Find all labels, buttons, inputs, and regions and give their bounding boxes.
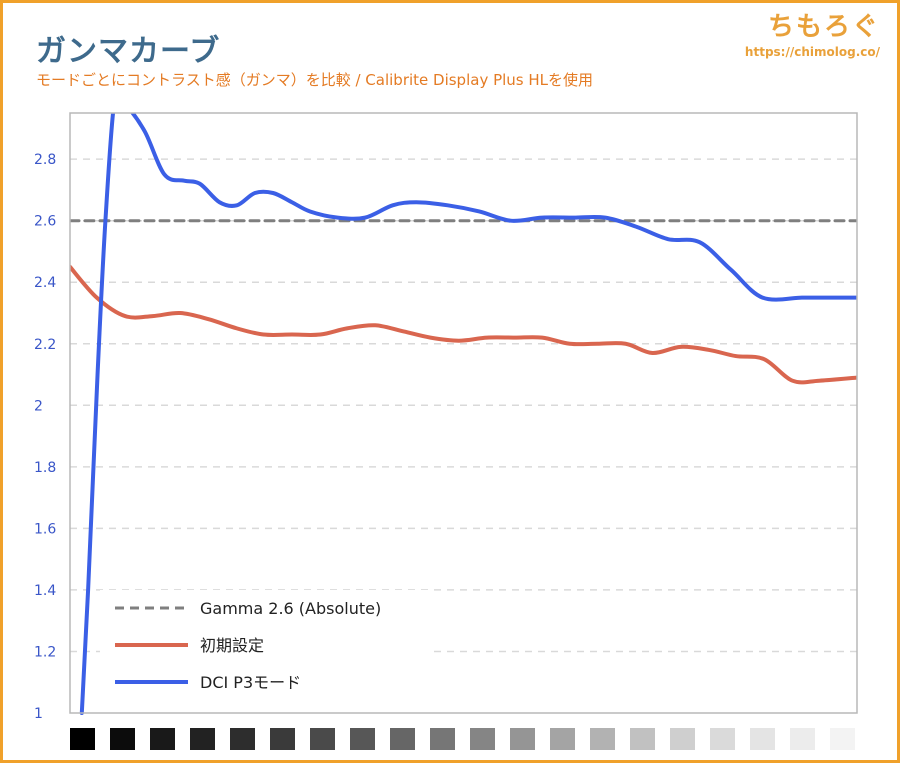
gray-swatch [270,728,295,750]
legend: Gamma 2.6 (Absolute) 初期設定 DCI P3モード [100,590,430,705]
gray-swatch [630,728,655,750]
gray-swatch [550,728,575,750]
series-line-2 [70,264,857,385]
legend-box [100,590,430,705]
gray-swatch [470,728,495,750]
y-tick-label: 1 [34,706,43,722]
gray-swatch [310,728,335,750]
gray-swatch [230,728,255,750]
y-tick-label: 1.6 [34,521,56,537]
gray-swatch [150,728,175,750]
legend-label: 初期設定 [200,636,264,655]
plot-border [69,112,858,714]
brand-logo: ちもろぐ https://chimolog.co/ [745,6,880,59]
gray-swatch [750,728,775,750]
series-line-3 [79,113,857,715]
grayscale-swatches [70,728,855,750]
y-tick-label: 1.4 [34,583,56,599]
gray-swatch [190,728,215,750]
y-tick-label: 2.4 [34,275,56,291]
chart-subtitle: モードごとにコントラスト感（ガンマ）を比較 / Calibrite Displa… [36,71,594,89]
grid-lines [70,158,857,653]
legend-label: Gamma 2.6 (Absolute) [200,599,381,618]
gray-swatch [510,728,535,750]
gray-swatch [710,728,735,750]
gray-swatch [350,728,375,750]
gray-swatch [790,728,815,750]
gray-swatch [110,728,135,750]
gray-swatch [390,728,415,750]
gray-swatch [70,728,95,750]
y-tick-label: 1.2 [34,644,56,660]
y-tick-label: 1.8 [34,460,56,476]
y-tick-label: 2.6 [34,214,56,230]
legend-label: DCI P3モード [200,673,301,692]
gray-swatch [590,728,615,750]
y-tick-label: 2 [34,398,43,414]
y-tick-label: 2.8 [34,152,56,168]
y-tick-labels: 1 1.2 1.4 1.6 1.8 2 2.2 2.4 2.6 2.8 [34,152,56,722]
gray-swatch [830,728,855,750]
chart-title: ガンマカーブ [36,34,221,69]
y-tick-label: 2.2 [34,337,56,353]
brand-url: https://chimolog.co/ [744,45,880,59]
gray-swatch [670,728,695,750]
series-lines [70,113,857,715]
gray-swatch [430,728,455,750]
brand-name: ちもろぐ [767,12,880,42]
